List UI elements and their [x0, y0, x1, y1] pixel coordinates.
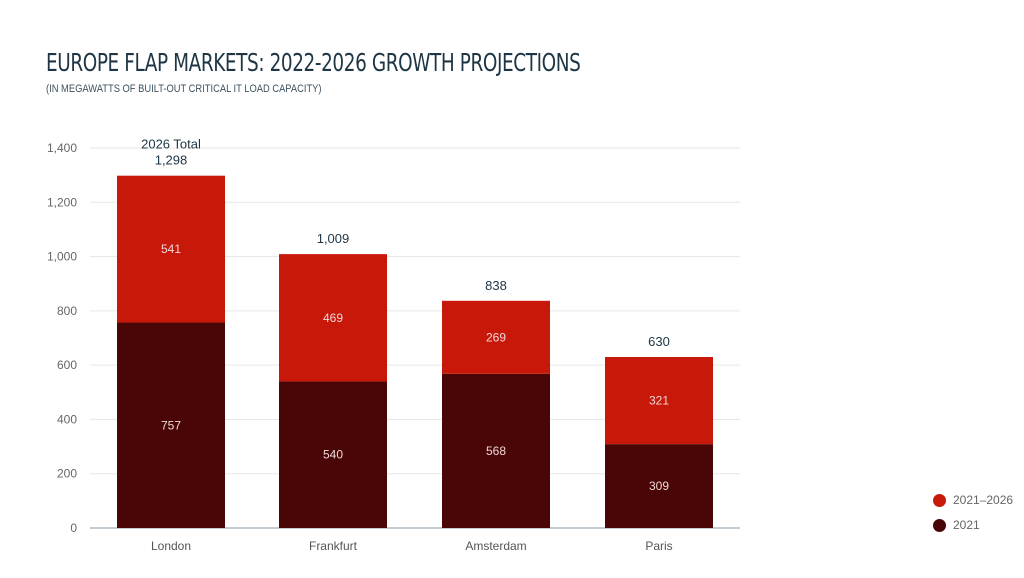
bar-value-label: 757: [161, 418, 181, 432]
y-tick-label: 1,000: [47, 250, 77, 264]
bar-value-label: 568: [486, 444, 506, 458]
legend-swatch-2021: [933, 518, 946, 532]
x-category-label: Paris: [645, 539, 672, 553]
bar-segment: [442, 300, 550, 374]
bar-value-label: 469: [323, 311, 343, 325]
bar-segment: [442, 373, 550, 528]
y-tick-label: 600: [57, 358, 77, 372]
legend-item-growth: 2021–2026: [933, 493, 1013, 507]
bar-value-label: 309: [649, 479, 669, 493]
legend-label-growth: 2021–2026: [953, 493, 1014, 507]
bar-value-label: 321: [649, 394, 669, 408]
bar-total-label: 1,298: [155, 153, 188, 168]
y-tick-label: 400: [57, 412, 77, 426]
legend-label-2021: 2021: [953, 518, 980, 532]
bar-value-label: 541: [161, 242, 181, 256]
y-tick-label: 200: [57, 467, 77, 481]
chart-subtitle: (IN MEGAWATTS OF BUILT-OUT CRITICAL IT L…: [46, 83, 322, 95]
legend-swatch-growth: [933, 493, 946, 507]
bar-segment: [279, 381, 387, 528]
bar-total-label: 838: [485, 278, 507, 293]
chart-title: EUROPE FLAP MARKETS: 2022-2026 GROWTH PR…: [46, 48, 581, 77]
bar-value-label: 269: [486, 330, 506, 344]
bar-segment: [279, 254, 387, 382]
bar-segment: [605, 357, 713, 445]
y-tick-label: 1,400: [47, 141, 77, 155]
bar-segment: [117, 175, 225, 323]
bar-total-label: 630: [648, 334, 670, 349]
legend-item-2021: 2021: [933, 518, 980, 532]
x-category-label: Amsterdam: [465, 539, 526, 553]
y-tick-label: 800: [57, 304, 77, 318]
bar-total-label: 1,009: [317, 231, 350, 246]
total-annotation: 2026 Total: [141, 137, 201, 152]
bar-segment: [117, 322, 225, 528]
y-tick-label: 0: [70, 521, 77, 535]
bar-segment: [605, 444, 713, 528]
y-tick-label: 1,200: [47, 195, 77, 209]
x-category-label: London: [151, 539, 191, 553]
x-category-label: Frankfurt: [309, 539, 358, 553]
bar-value-label: 540: [323, 448, 343, 462]
